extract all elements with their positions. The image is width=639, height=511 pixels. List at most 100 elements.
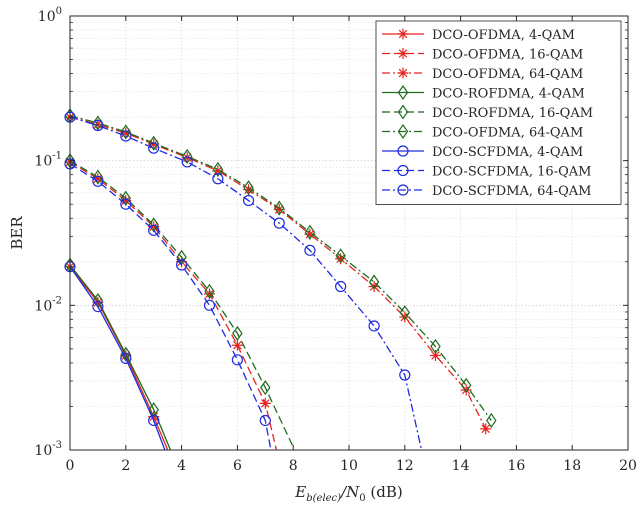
- y-tick-label: 10-1: [34, 151, 62, 170]
- legend-marker: [397, 28, 409, 40]
- data-point-marker: [243, 180, 254, 196]
- data-point-marker: [148, 142, 160, 154]
- y-tick-label: 10-2: [34, 295, 62, 314]
- data-point-marker: [304, 244, 316, 256]
- x-axis-label-sub: b(elec): [306, 493, 341, 504]
- x-tick-label: 20: [619, 458, 637, 474]
- x-tick-label: 2: [121, 458, 130, 474]
- data-point-marker: [120, 124, 132, 140]
- data-point-marker: [181, 152, 193, 164]
- data-point-marker: [212, 165, 224, 177]
- data-point-marker: [368, 320, 380, 332]
- data-point-marker: [486, 412, 497, 429]
- data-point-marker: [148, 414, 160, 427]
- legend-entry: DCO-OFDMA, 64-QAM: [382, 123, 583, 141]
- data-point-marker: [259, 397, 271, 409]
- legend-marker: [397, 184, 409, 196]
- data-point-marker: [429, 350, 441, 362]
- data-point-marker: [212, 173, 224, 185]
- data-point-marker: [243, 184, 255, 196]
- y-tick-base: 10: [34, 298, 52, 314]
- legend-marker: [397, 67, 409, 79]
- data-point-marker: [120, 127, 132, 139]
- legend-entry: DCO-OFDMA, 4-QAM: [382, 28, 575, 43]
- legend-marker: [397, 123, 409, 140]
- x-axis-label-div: /N: [339, 483, 360, 501]
- data-point-marker: [430, 338, 441, 354]
- legend-label: DCO-SCFDMA, 64-QAM: [432, 184, 591, 199]
- data-point-marker: [148, 138, 160, 150]
- data-point-marker: [260, 380, 271, 396]
- data-point-marker: [148, 224, 160, 236]
- data-point-marker: [148, 402, 159, 418]
- data-point-marker: [148, 135, 159, 151]
- x-tick-label: 10: [340, 458, 358, 474]
- legend-marker: [397, 48, 409, 59]
- data-point-marker: [480, 423, 492, 435]
- series-5: [64, 153, 294, 448]
- data-point-marker: [273, 203, 285, 215]
- series-6: [64, 108, 497, 429]
- y-tick-base: 10: [34, 154, 52, 170]
- legend-label: DCO-ROFDMA, 16-QAM: [432, 106, 593, 121]
- data-point-marker: [460, 377, 472, 393]
- legend-marker: [397, 104, 409, 120]
- series-line: [69, 264, 172, 451]
- data-point-marker: [176, 256, 188, 268]
- x-tick-label: 18: [563, 458, 581, 474]
- data-point-marker: [231, 354, 243, 366]
- legend-marker: [397, 84, 409, 101]
- data-point-marker: [399, 311, 411, 323]
- data-point-marker: [120, 190, 132, 206]
- data-point-marker: [368, 274, 380, 290]
- data-point-marker: [232, 325, 243, 341]
- y-tick-exponent: -3: [52, 440, 62, 451]
- x-axis-label-sub2: 0: [359, 493, 365, 504]
- data-point-marker: [259, 414, 271, 427]
- data-point-marker: [181, 156, 193, 168]
- data-point-marker: [304, 224, 316, 240]
- series-8: [64, 158, 272, 451]
- data-point-marker: [399, 369, 411, 381]
- x-tick-label: 4: [177, 458, 186, 474]
- data-point-marker: [176, 259, 188, 271]
- data-point-marker: [92, 301, 104, 313]
- data-point-marker: [92, 296, 104, 308]
- y-tick-label: 10-3: [34, 440, 62, 459]
- series-line: [69, 116, 423, 451]
- series-layer: [64, 108, 497, 451]
- data-point-marker: [120, 130, 132, 142]
- y-tick-exponent: -1: [52, 151, 62, 162]
- legend-marker: [397, 145, 409, 157]
- data-point-marker: [204, 288, 215, 300]
- data-point-marker: [242, 194, 255, 207]
- legend-entry: DCO-SCFDMA, 64-QAM: [382, 184, 591, 199]
- data-point-marker: [92, 169, 104, 185]
- x-tick-label: 12: [396, 458, 414, 474]
- x-tick-label: 16: [507, 458, 525, 474]
- data-point-marker: [204, 283, 215, 299]
- legend-label: DCO-OFDMA, 64-QAM: [432, 67, 583, 82]
- series-line: [69, 163, 272, 451]
- data-point-marker: [120, 198, 132, 210]
- data-point-marker: [231, 339, 243, 351]
- x-tick-label: 8: [289, 458, 298, 474]
- series-9: [64, 111, 423, 451]
- x-tick-label: 0: [66, 458, 75, 474]
- x-tick-label: 14: [452, 458, 470, 474]
- data-point-marker: [212, 161, 224, 177]
- legend-entry: DCO-SCFDMA, 4-QAM: [382, 145, 583, 160]
- data-point-marker: [181, 148, 193, 164]
- data-point-marker: [92, 119, 104, 132]
- legend-entry: DCO-OFDMA, 16-QAM: [382, 48, 583, 63]
- legend-marker: [397, 164, 409, 177]
- series-line: [69, 266, 166, 451]
- x-axis-label-unit: (dB): [366, 483, 403, 501]
- data-point-marker: [148, 221, 160, 233]
- data-point-marker: [92, 175, 104, 187]
- legend-label: DCO-OFDMA, 4-QAM: [432, 28, 575, 43]
- data-point-marker: [120, 352, 132, 364]
- data-point-marker: [335, 253, 347, 265]
